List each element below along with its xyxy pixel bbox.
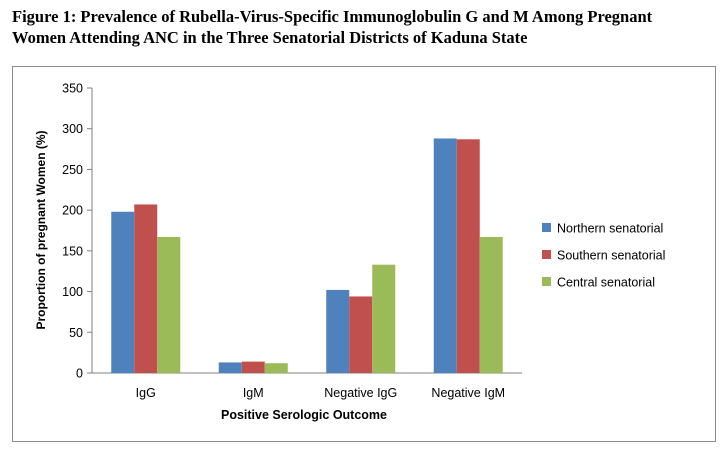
chart-frame: [12, 66, 716, 442]
legend-swatch: [542, 250, 551, 259]
y-tick-label: 50: [69, 326, 83, 340]
y-axis-label: Proportion of pregnant Women (%): [34, 130, 48, 329]
bar: [157, 237, 181, 373]
y-tick-label: 200: [62, 204, 83, 218]
bar: [264, 363, 288, 373]
x-tick-labels: IgG IgM Negative IgG Negative IgM: [136, 386, 505, 400]
y-tick-label: 150: [62, 244, 83, 258]
y-tick-label: 100: [62, 285, 83, 299]
figure-title-line-2: Women Attending ANC in the Three Senator…: [12, 28, 528, 47]
figure-title-line-1: Figure 1: Prevalence of Rubella-Virus-Sp…: [12, 7, 653, 26]
y-tick-label: 0: [76, 367, 83, 381]
y-tick-label: 250: [62, 163, 83, 177]
y-tick-labels: 0 50 100 150 200 250 300 350: [62, 82, 83, 381]
y-tick-label: 300: [62, 122, 83, 136]
x-axis-label: Positive Serologic Outcome: [221, 408, 387, 422]
legend-label: Northern senatorial: [557, 222, 663, 236]
figure-title: Figure 1: Prevalence of Rubella-Virus-Sp…: [12, 6, 718, 48]
legend-label: Central senatorial: [557, 276, 655, 290]
x-tick-label: IgM: [243, 386, 264, 400]
bar: [218, 362, 242, 373]
bar: [372, 264, 396, 373]
legend: Northern senatorial Southern senatorial Ce…: [542, 222, 665, 290]
bar: [326, 289, 350, 373]
x-tick-label: IgG: [136, 386, 156, 400]
y-tick-label: 350: [62, 82, 83, 96]
bar: [433, 138, 457, 373]
bar: [241, 361, 265, 373]
bar: [479, 237, 503, 373]
legend-label: Southern senatorial: [557, 249, 665, 263]
legend-swatch: [542, 223, 551, 232]
legend-swatch: [542, 277, 551, 286]
x-tick-label: Negative IgG: [324, 386, 397, 400]
bar: [349, 296, 373, 373]
x-tick-label: Negative IgM: [431, 386, 505, 400]
chart-bars: [111, 138, 503, 373]
bar: [456, 139, 480, 373]
bar: [134, 204, 158, 373]
bar: [111, 211, 135, 373]
